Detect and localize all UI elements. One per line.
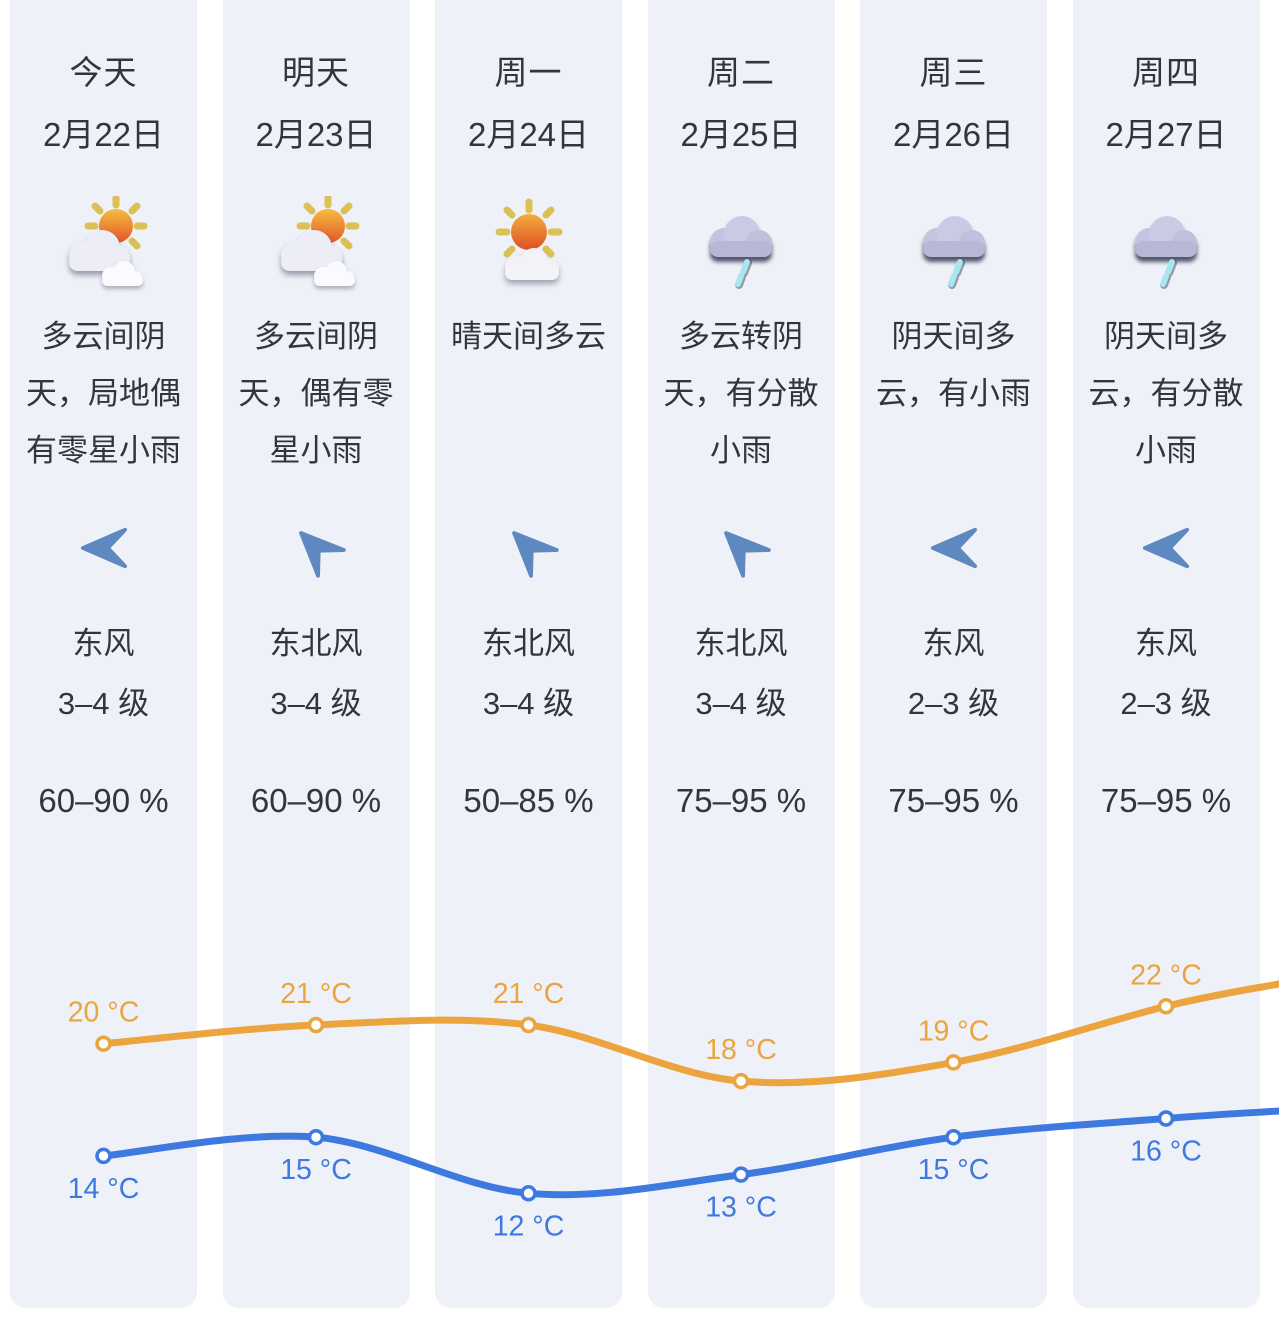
weather-description: 多云间阴 天，偶有零 星小雨 [238,319,394,468]
high-temperature-label-3: 18 °C [705,1034,777,1066]
low-temperature-point-0 [95,1147,112,1165]
humidity-label: 75–95 % [675,782,807,819]
low-temperature-label-5: 16 °C [1130,1136,1202,1168]
wind-direction-label: 东北风 [694,626,788,661]
sun-with-small-cloud-icon [495,198,562,280]
humidity-label: 75–95 % [888,782,1019,819]
low-temperature-label-1: 15 °C [280,1154,352,1186]
wind-arrow-glyph [930,527,977,569]
date-label: 2月25日 [680,116,802,153]
wind-direction-arrow-icon [1073,524,1260,576]
wind-direction-label: 东北风 [269,626,363,661]
forecast-card-4[interactable]: 周三 2月26日 阴天间多 云，有小雨 东风 2–3 级 75–95 % [860,0,1047,1308]
weather-description: 阴天间多 云，有小雨 [876,319,1031,411]
wind-level-label: 3–4 级 [695,686,787,721]
low-temperature-point-4 [945,1128,962,1146]
high-temperature-point-4 [945,1054,962,1071]
weather-description: 阴天间多 云，有分散 小雨 [1088,319,1244,468]
rain-cloud-icon [1135,216,1197,289]
rain-cloud-icon [710,216,772,289]
high-temperature-point-1 [307,1016,325,1034]
date-label: 2月24日 [467,116,590,153]
wind-direction-arrow-icon [435,524,622,578]
day-label: 周三 [919,54,988,91]
low-temperature-label-4: 15 °C [918,1154,990,1186]
weather-icon [223,196,410,300]
wind-level-label: 3–4 级 [270,686,362,721]
wind-arrow-glyph [299,531,346,578]
weather-icon [860,196,1047,300]
high-temperature-point-3 [732,1072,750,1090]
wind-level-label: 2–3 级 [907,686,1000,721]
low-temperature-label-0: 14 °C [68,1173,140,1205]
forecast-card-2[interactable]: 周一 2月24日 晴天间多云 东北风 3–4 级 50–85 % [435,0,622,1308]
high-temperature-point-0 [95,1035,112,1052]
wind-arrow-glyph [80,527,127,569]
wind-direction-label: 东风 [72,626,135,661]
day-label: 明天 [282,54,350,91]
high-temperature-point-5 [1157,998,1175,1015]
day-label: 周四 [1132,54,1200,91]
wind-level-label: 2–3 级 [1120,686,1212,721]
weather-icon [435,196,622,300]
weather-description: 多云转阴 天，有分散 小雨 [663,319,819,468]
date-label: 2月22日 [42,116,165,153]
forecast-card-1[interactable]: 明天 2月23日 多云间阴 天，偶有零 星小雨 东北风 3–4 级 60–90 … [222,0,410,1308]
high-temperature-label-1: 21 °C [280,978,352,1010]
high-temperature-label-5: 22 °C [1130,959,1202,991]
humidity-label: 50–85 % [463,782,594,819]
temperature-chart: 20 °C 21 °C 21 °C 18 °C 19 °C 22 °C 14 °C 15 °C… [68,959,1279,1242]
high-temperature-label-2: 21 °C [493,978,565,1010]
date-label: 2月27日 [1105,116,1227,153]
date-label: 2月26日 [892,116,1015,153]
low-temperature-point-2 [520,1185,537,1202]
date-label: 2月23日 [255,116,377,153]
sun-behind-clouds-icon [68,196,147,286]
wind-level-label: 3–4 级 [57,686,150,721]
forecast-card-3[interactable]: 周二 2月25日 多云转阴 天，有分散 小雨 东北风 3–4 级 75–95 % [647,0,835,1308]
weather-description: 晴天间多云 [451,319,606,354]
low-temperature-label-2: 12 °C [493,1210,565,1242]
low-temperature-point-3 [732,1166,750,1183]
wind-arrow-glyph [1142,527,1190,569]
wind-direction-arrow-icon [860,524,1047,576]
forecast-cards: 今天 2月22日 多云间阴 天，局地偶 有零星小雨 东风 3–4 级 60–90… [10,0,1260,1308]
forecast-card-5[interactable]: 周四 2月27日 阴天间多 云，有分散 小雨 东风 2–3 级 75–95 % [1072,0,1260,1308]
wind-direction-arrow-icon [223,524,410,578]
high-temperature-label-4: 19 °C [918,1015,990,1047]
wind-arrow-glyph [724,531,771,578]
weather-icon [648,196,835,300]
humidity-label: 60–90 % [38,782,169,819]
wind-direction-arrow-icon [10,524,197,576]
day-label: 周一 [494,54,563,91]
wind-arrow-glyph [511,531,559,578]
humidity-label: 75–95 % [1100,782,1232,819]
wind-direction-label: 东风 [922,626,985,661]
wind-direction-label: 东风 [1135,626,1197,661]
weather-icon [10,196,197,300]
rain-cloud-icon [922,216,985,289]
low-temperature-label-3: 13 °C [705,1192,777,1224]
low-temperature-point-1 [307,1128,325,1146]
low-temperature-point-5 [1157,1110,1175,1127]
wind-direction-arrow-icon [648,524,835,578]
humidity-label: 60–90 % [250,782,382,819]
day-label: 周二 [707,54,775,91]
high-temperature-label-0: 20 °C [68,997,140,1029]
wind-direction-label: 东北风 [482,626,575,661]
sun-behind-clouds-icon [281,196,360,286]
high-temperature-point-2 [520,1016,537,1034]
weather-description: 多云间阴 天，局地偶 有零星小雨 [26,319,181,468]
day-label: 今天 [69,54,138,91]
wind-level-label: 3–4 级 [482,686,575,721]
weather-icon [1073,196,1260,300]
forecast-card-0[interactable]: 今天 2月22日 多云间阴 天，局地偶 有零星小雨 东风 3–4 级 60–90… [10,0,197,1308]
